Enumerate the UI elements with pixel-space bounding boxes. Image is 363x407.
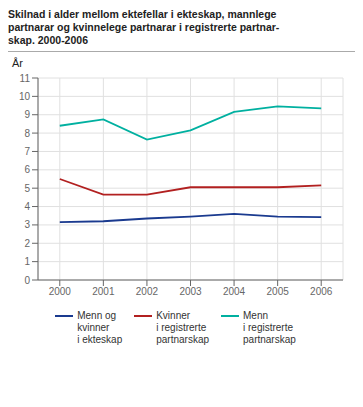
html-text:Menn og kvinner i ekteskap: Menn og kvinner i ekteskap	[77, 310, 123, 346]
svg-text:2004: 2004	[223, 286, 246, 297]
svg-text:2006: 2006	[310, 286, 333, 297]
svg-text:2002: 2002	[136, 286, 159, 297]
svg-text:2003: 2003	[179, 286, 202, 297]
svg-text:5: 5	[24, 183, 30, 194]
svg-text:2: 2	[24, 238, 30, 249]
svg-text:6: 6	[24, 165, 30, 176]
html-text:Kvinner i registrerte partnars: Kvinner i registrerte partnarskap	[156, 310, 209, 346]
svg-text:0: 0	[24, 275, 30, 286]
html-text:Menn i registrerte partnarskap: Menn i registrerte partnarskap	[243, 310, 296, 346]
svg-text:11: 11	[20, 73, 31, 84]
svg-text:2000: 2000	[49, 286, 72, 297]
svg-text:10: 10	[19, 91, 31, 102]
svg-text:7: 7	[24, 146, 30, 157]
html-text:År: År	[12, 57, 23, 70]
svg-text:8: 8	[24, 128, 30, 139]
svg-text:1: 1	[24, 257, 30, 268]
svg-text:2001: 2001	[92, 286, 115, 297]
svg-text:2005: 2005	[267, 286, 290, 297]
html-text:Skilnad i alder mellom ektefel: Skilnad i alder mellom ektefellar i ekte…	[8, 8, 280, 47]
svg-text:3: 3	[24, 220, 30, 231]
svg-text:4: 4	[24, 201, 30, 212]
svg-text:9: 9	[24, 110, 30, 121]
